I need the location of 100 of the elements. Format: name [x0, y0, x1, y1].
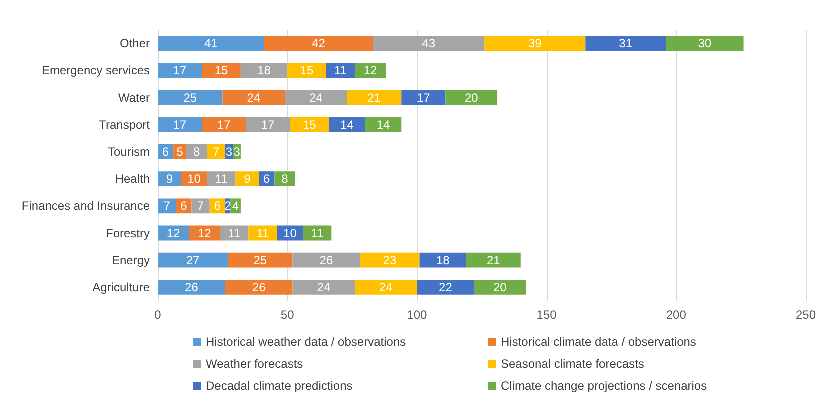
bar	[329, 117, 366, 132]
data-label: 24	[309, 90, 324, 105]
bar	[446, 90, 498, 106]
data-label: 9	[244, 172, 252, 186]
data-label: 14	[340, 118, 354, 132]
legend-label: Climate change projections / scenarios	[501, 379, 708, 393]
x-tick-label: 200	[666, 308, 687, 322]
data-label: 39	[528, 36, 542, 51]
y-tick-label: Health	[115, 172, 150, 186]
bar	[474, 280, 526, 295]
bar	[158, 117, 202, 132]
data-label: 15	[302, 118, 317, 132]
data-label: 26	[320, 253, 334, 268]
legend-label: Historical climate data / observations	[501, 335, 696, 349]
y-tick-label: Transport	[99, 118, 151, 132]
data-label: 3	[226, 144, 233, 159]
data-label: 8	[282, 172, 289, 186]
bar	[158, 198, 176, 214]
bar	[236, 172, 260, 187]
bar	[246, 117, 290, 132]
bar	[288, 63, 326, 78]
data-label: 21	[368, 90, 382, 105]
data-label: 6	[264, 172, 271, 186]
data-label: 17	[217, 118, 232, 132]
data-label: 43	[422, 36, 436, 51]
bar	[402, 90, 446, 106]
legend-label: Historical weather data / observations	[206, 335, 406, 349]
data-label: 6	[214, 199, 222, 214]
y-tick-label: Water	[118, 90, 150, 105]
data-label: 14	[376, 118, 390, 132]
bar	[420, 252, 466, 268]
bar	[158, 63, 202, 78]
data-label: 12	[364, 64, 378, 78]
data-label: 41	[204, 36, 218, 51]
bar	[417, 280, 474, 295]
data-label: 31	[619, 36, 633, 51]
data-label: 6	[162, 144, 170, 159]
y-tick-label: Emergency services	[42, 64, 150, 78]
data-label: 12	[198, 226, 212, 240]
data-label: 30	[698, 36, 712, 51]
data-label: 17	[416, 90, 431, 105]
data-label: 9	[166, 172, 174, 186]
bar	[666, 36, 744, 52]
y-tick-label: Other	[120, 36, 150, 51]
bar	[202, 63, 241, 78]
y-tick-label: Energy	[112, 253, 150, 268]
data-label: 17	[261, 118, 276, 132]
bar	[290, 117, 330, 132]
bar	[228, 252, 293, 268]
bar	[484, 36, 586, 52]
bar	[240, 63, 288, 78]
data-label: 6	[180, 199, 188, 214]
bar	[158, 36, 264, 52]
legend-label: Decadal climate predictions	[206, 379, 353, 393]
data-label: 10	[284, 226, 298, 240]
bar	[264, 36, 374, 52]
data-label: 24	[379, 280, 394, 294]
data-label: 11	[228, 226, 242, 240]
bar	[207, 172, 236, 187]
bar	[586, 36, 666, 52]
data-label: 25	[184, 90, 198, 105]
data-label: 11	[256, 226, 270, 240]
x-tick-label: 0	[154, 308, 162, 322]
x-tick-label: 100	[407, 308, 428, 322]
data-label: 20	[493, 280, 508, 294]
data-label: 7	[212, 144, 220, 159]
data-label: 22	[439, 280, 453, 294]
legend-label: Seasonal climate forecasts	[501, 357, 644, 371]
data-label: 3	[234, 144, 241, 159]
data-label: 4	[232, 199, 240, 214]
bar	[202, 117, 246, 132]
bar	[360, 252, 420, 268]
bar	[158, 252, 228, 268]
data-label: 12	[166, 226, 181, 240]
bar	[158, 280, 226, 295]
y-tick-label: Agriculture	[92, 280, 150, 294]
data-label: 10	[188, 172, 202, 186]
data-label: 17	[173, 118, 188, 132]
data-label: 11	[334, 64, 348, 78]
bar	[373, 36, 485, 52]
bar	[326, 63, 355, 78]
bar	[158, 90, 223, 106]
data-label: 24	[317, 280, 331, 294]
data-label: 15	[214, 64, 228, 78]
bar	[365, 117, 402, 132]
data-label: 26	[185, 280, 199, 294]
data-label: 18	[436, 253, 450, 268]
bar	[466, 252, 521, 268]
bar	[285, 90, 348, 106]
x-tick-label: 250	[796, 308, 816, 322]
data-label: 20	[464, 90, 479, 105]
y-tick-label: Tourism	[108, 144, 150, 159]
data-label: 21	[486, 253, 501, 268]
data-label: 27	[186, 253, 200, 268]
data-label: 11	[215, 172, 228, 186]
data-label: 24	[247, 90, 261, 105]
data-label: 26	[252, 280, 266, 294]
legend-label: Weather forecasts	[206, 357, 304, 371]
bar	[222, 90, 286, 106]
bar	[292, 252, 360, 268]
